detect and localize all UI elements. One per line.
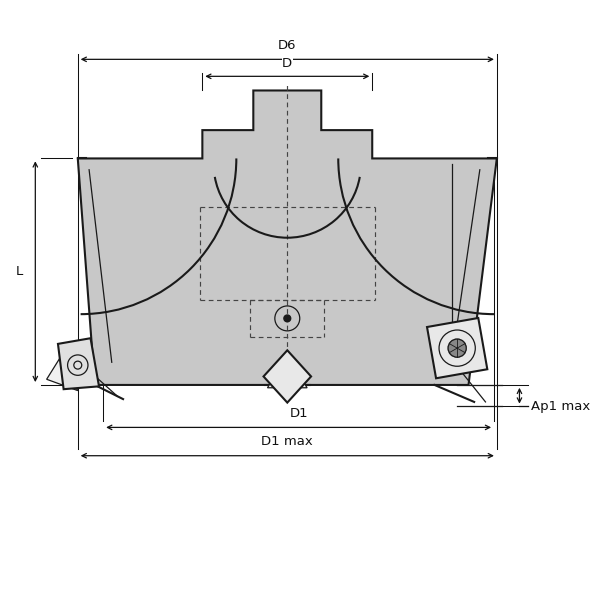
Polygon shape <box>263 350 311 403</box>
Polygon shape <box>427 318 487 378</box>
Text: Ap1 max: Ap1 max <box>531 400 590 413</box>
Text: D1 max: D1 max <box>262 435 313 448</box>
Circle shape <box>448 339 466 357</box>
Text: D1: D1 <box>289 407 308 420</box>
Circle shape <box>284 315 290 322</box>
Polygon shape <box>268 356 307 388</box>
Text: D: D <box>282 58 292 70</box>
Polygon shape <box>58 338 99 389</box>
Text: L: L <box>16 265 23 278</box>
Polygon shape <box>47 356 78 391</box>
Polygon shape <box>78 91 497 385</box>
Text: D6: D6 <box>278 38 296 52</box>
